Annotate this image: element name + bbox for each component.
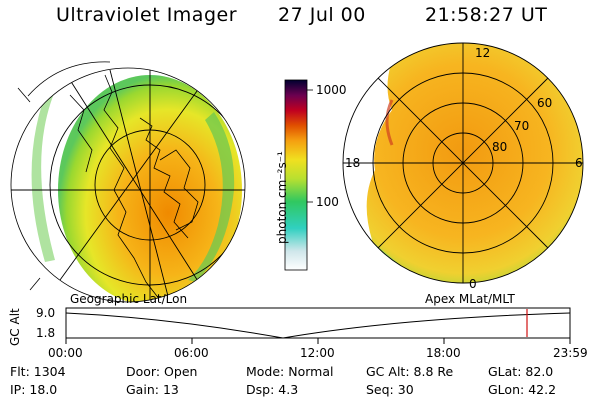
info-value: Normal [288, 364, 334, 379]
info-value: Open [164, 364, 198, 379]
info-key: Flt: [10, 364, 30, 379]
info-door: Door: Open [126, 364, 197, 379]
altitude-curve [65, 312, 571, 339]
info-key: Gain: [126, 382, 159, 397]
coastline-outline [69, 74, 199, 301]
mlt-label-0: 0 [469, 277, 477, 291]
info-value: 18.0 [29, 382, 58, 397]
altitude-timeline [65, 307, 571, 344]
info-key: GLon: [488, 382, 525, 397]
magnetic-image-panel [342, 42, 584, 284]
info-key: Mode: [246, 364, 285, 379]
info-key: GC Alt: [366, 364, 410, 379]
timeline-y-label: GC Alt [8, 308, 22, 346]
info-value: 1304 [33, 364, 66, 379]
mlat-label-80: 80 [492, 140, 508, 154]
lat-lon-grid [11, 68, 245, 302]
info-key: GLat: [488, 364, 522, 379]
colorbar-tick-100: 100 [316, 195, 339, 209]
info-value: 42.2 [528, 382, 557, 397]
info-gain: Gain: 13 [126, 382, 179, 397]
timeline-x-tick-0600: 06:00 [174, 346, 209, 360]
mlt-label-6: 6 [575, 156, 583, 170]
info-gc-alt: GC Alt: 8.8 Re [366, 364, 453, 379]
mlat-label-70: 70 [514, 119, 530, 133]
info-value: 13 [162, 382, 179, 397]
geographic-image-panel [10, 61, 246, 303]
info-value: 4.3 [278, 382, 299, 397]
timeline-x-tick-0000: 00:00 [48, 346, 83, 360]
left-panel-caption: Geographic Lat/Lon [70, 292, 188, 306]
info-key: IP: [10, 382, 26, 397]
timeline-x-tick-1200: 12:00 [300, 346, 335, 360]
info-flt: Flt: 1304 [10, 364, 66, 379]
colorbar-tick-1000: 1000 [316, 83, 347, 97]
info-dsp: Dsp: 4.3 [246, 382, 298, 397]
observation-date: 27 Jul 00 [278, 4, 366, 26]
timeline-x-tick-1800: 18:00 [426, 346, 461, 360]
info-value: 30 [397, 382, 414, 397]
info-glat: GLat: 82.0 [488, 364, 553, 379]
info-glon: GLon: 42.2 [488, 382, 556, 397]
info-ip: IP: 18.0 [10, 382, 57, 397]
info-value: 82.0 [525, 364, 554, 379]
info-value: 8.8 Re [413, 364, 454, 379]
info-mode: Mode: Normal [246, 364, 334, 379]
mlt-label-12: 12 [475, 46, 491, 60]
instrument-title: Ultraviolet Imager [56, 4, 238, 26]
timeline-x-tick-2359: 23:59 [553, 346, 588, 360]
info-key: Seq: [366, 382, 394, 397]
mlat-mlt-grid [342, 42, 584, 284]
mlt-label-18: 18 [345, 156, 361, 170]
observation-time: 21:58:27 UT [425, 4, 548, 26]
info-seq: Seq: 30 [366, 382, 414, 397]
right-panel-caption: Apex MLat/MLT [425, 292, 515, 306]
colorbar [284, 79, 313, 271]
info-key: Dsp: [246, 382, 275, 397]
timeline-y-tick-min: 1.8 [36, 326, 56, 340]
timeline-y-tick-max: 9.0 [36, 306, 56, 320]
mlat-label-60: 60 [537, 96, 553, 110]
info-key: Door: [126, 364, 161, 379]
colorbar-unit-label: photon cm⁻²s⁻¹ [275, 151, 289, 244]
